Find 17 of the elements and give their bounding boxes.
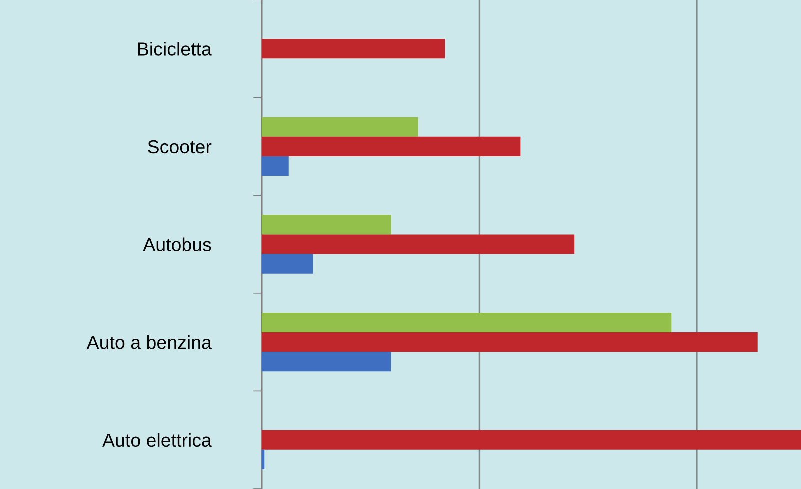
y-tick-label: Bicicletta (138, 42, 212, 56)
bar (262, 312, 672, 333)
bar (262, 215, 392, 235)
y-tick-label: Auto a benzina (86, 336, 212, 350)
bar (262, 430, 801, 450)
bar (262, 352, 392, 372)
y-tick-label: Scooter (148, 140, 212, 154)
bar (262, 332, 758, 352)
bar (262, 254, 314, 274)
bar (262, 136, 521, 156)
bar (262, 156, 289, 176)
y-tick-label: Autobus (143, 238, 212, 252)
bar (262, 234, 575, 254)
bar (262, 450, 265, 470)
y-tick-label: Auto elettrica (102, 433, 212, 448)
bar (262, 39, 446, 59)
bar (262, 117, 418, 137)
